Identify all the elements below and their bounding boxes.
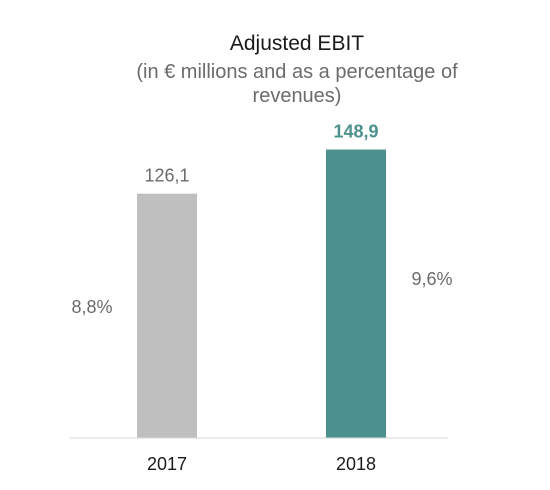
x-tick-label-2018: 2018 [336,454,376,474]
percentage-label-2018: 9,6% [411,269,452,289]
percentage-label-2017: 8,8% [71,297,112,317]
bar-2017 [137,193,197,438]
x-tick-label-2017: 2017 [147,454,187,474]
chart-title: Adjusted EBIT [230,32,364,55]
value-label-2018: 148,9 [333,122,378,142]
bar-2018 [326,149,386,438]
chart-subtitle-line-1: (in € millions and as a percentage of [136,61,458,83]
chart-subtitle-line-2: revenues) [253,85,342,107]
bar-marks: 126,1 148,9 [137,122,386,438]
value-label-2017: 126,1 [144,166,189,186]
